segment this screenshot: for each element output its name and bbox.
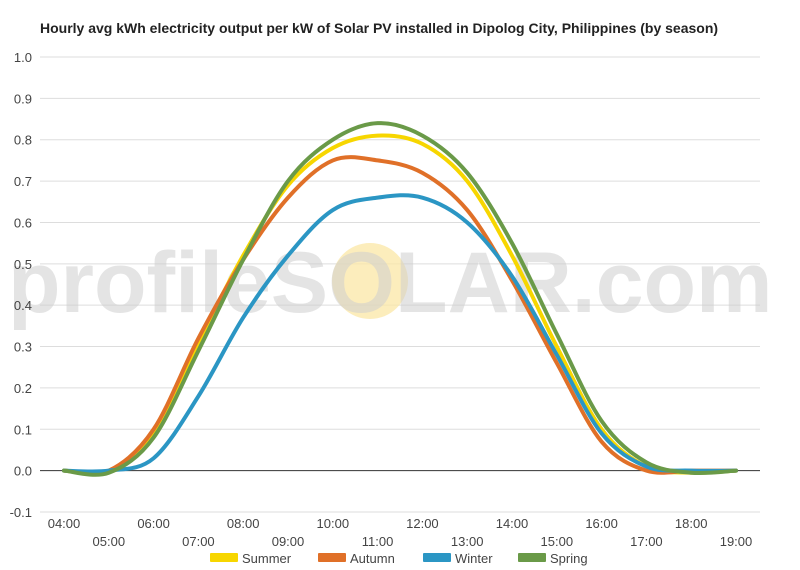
legend-swatch-autumn <box>318 553 346 562</box>
y-tick-label: 0.7 <box>14 174 32 189</box>
x-tick-label: 07:00 <box>182 534 215 549</box>
x-tick-label: 14:00 <box>496 516 529 531</box>
y-tick-label: 0.2 <box>14 381 32 396</box>
axes: 1.0 0.9 0.8 0.7 0.6 0.5 0.4 0.3 0.2 0.1 0.0 -0.1 04:… <box>10 50 760 549</box>
x-tick-label: 19:00 <box>720 534 753 549</box>
x-tick-label: 15:00 <box>541 534 574 549</box>
x-tick-label: 18:00 <box>675 516 708 531</box>
y-tick-label: 0.6 <box>14 215 32 230</box>
series-line-winter <box>62 193 738 474</box>
x-tick-label: 13:00 <box>451 534 484 549</box>
legend-label-summer: Summer <box>242 551 292 566</box>
watermark-text: profileSOLAR.com <box>8 235 773 331</box>
watermark-sun-icon <box>332 243 408 319</box>
y-tick-label: 0.8 <box>14 133 32 148</box>
legend-label-spring: Spring <box>550 551 588 566</box>
y-tick-label: 0.0 <box>14 464 32 479</box>
legend-swatch-spring <box>518 553 546 562</box>
y-tick-label: 0.4 <box>14 298 32 313</box>
watermark: profileSOLAR.com <box>8 235 773 331</box>
legend-swatch-summer <box>210 553 238 562</box>
x-tick-label: 12:00 <box>406 516 439 531</box>
chart-title: Hourly avg kWh electricity output per kW… <box>40 20 718 36</box>
x-tick-label: 09:00 <box>272 534 305 549</box>
x-tick-label: 05:00 <box>93 534 126 549</box>
y-tick-label: 0.1 <box>14 422 32 437</box>
series-line-summer <box>62 133 738 476</box>
legend-label-autumn: Autumn <box>350 551 395 566</box>
x-tick-label: 04:00 <box>48 516 81 531</box>
series-line-spring <box>62 121 738 477</box>
x-tick-label: 17:00 <box>630 534 663 549</box>
x-tick-label: 11:00 <box>362 534 394 549</box>
y-tick-label: -0.1 <box>10 505 32 520</box>
legend-label-winter: Winter <box>455 551 493 566</box>
watermark-right: .com <box>572 235 773 331</box>
y-tick-label: 0.3 <box>14 340 32 355</box>
x-tick-label: 06:00 <box>137 516 170 531</box>
series-line-autumn <box>62 155 738 476</box>
legend-swatch-winter <box>423 553 451 562</box>
series-lines <box>62 121 738 477</box>
x-tick-label: 08:00 <box>227 516 260 531</box>
watermark-solar: SOLAR <box>271 235 572 331</box>
x-tick-label: 10:00 <box>317 516 350 531</box>
y-tick-label: 1.0 <box>14 50 32 65</box>
x-tick-label: 16:00 <box>585 516 618 531</box>
y-tick-label: 0.9 <box>14 91 32 106</box>
legend: Summer Autumn Winter Spring <box>210 551 588 566</box>
y-tick-label: 0.5 <box>14 257 32 272</box>
